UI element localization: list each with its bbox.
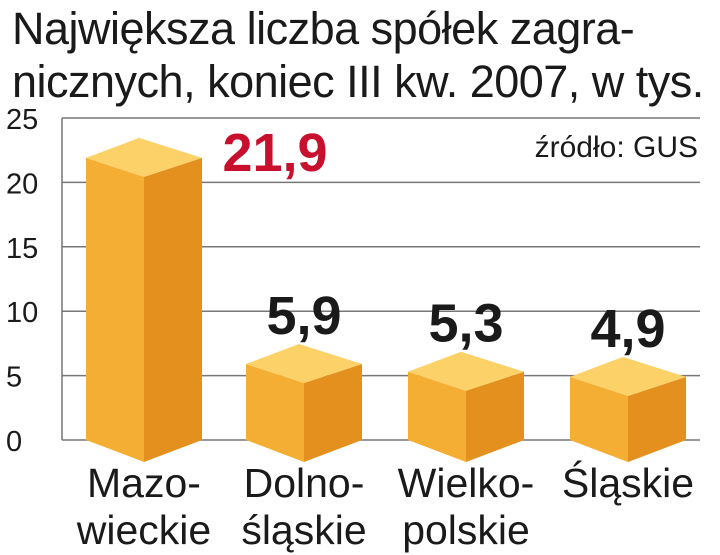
bar-face-left: [86, 157, 144, 463]
category-labels: Mazo-wieckie Dolno-śląskie Wielko-polskie Ś…: [76, 460, 694, 553]
source-label: źródło: GUS: [535, 131, 698, 164]
y-tick-label: 20: [6, 168, 38, 200]
chart-title-line-2: nicznych, koniec III kw. 2007, w tys.: [12, 56, 704, 107]
bar-face-top: [246, 344, 362, 384]
y-tick-label: 5: [6, 362, 22, 394]
bar-face-left: [246, 364, 304, 462]
bar-face-left: [408, 371, 466, 462]
bar-face-top: [570, 356, 686, 396]
bar: [408, 351, 524, 462]
value-label: 21,9: [222, 123, 327, 183]
value-label: 5,9: [266, 286, 341, 346]
y-axis: 0 5 10 15 20 25: [6, 104, 63, 458]
category-label: Wielko-: [398, 460, 535, 506]
value-label: 5,3: [428, 294, 503, 354]
bar: [86, 137, 202, 463]
bar-face-right: [628, 376, 686, 462]
bar-face-left: [570, 376, 628, 462]
bar: [570, 356, 686, 462]
bar-face-top: [408, 351, 524, 391]
y-tick-label: 10: [6, 297, 38, 329]
y-tick-label: 0: [6, 426, 22, 458]
value-label: 4,9: [590, 299, 665, 359]
bars: [86, 137, 686, 463]
category-label: polskie: [402, 507, 530, 553]
category-label: Mazo-: [87, 460, 201, 506]
bar-face-right: [466, 371, 524, 462]
y-tick-label: 25: [6, 104, 38, 136]
category-label: wieckie: [76, 507, 211, 553]
chart-title: Największa liczba spółek zagra- nicznych…: [12, 2, 712, 108]
category-label: śląskie: [241, 507, 366, 553]
bar: [246, 344, 362, 462]
y-tick-label: 15: [6, 233, 38, 265]
bar-face-top: [86, 137, 202, 177]
chart-title-line-1: Największa liczba spółek zagra-: [12, 3, 635, 54]
bar-face-right: [304, 364, 362, 462]
value-labels: 21,9 5,9 5,3 4,9: [222, 123, 665, 359]
bar-face-right: [144, 157, 202, 463]
category-label: Śląskie: [562, 460, 694, 506]
category-label: Dolno-: [244, 460, 365, 506]
